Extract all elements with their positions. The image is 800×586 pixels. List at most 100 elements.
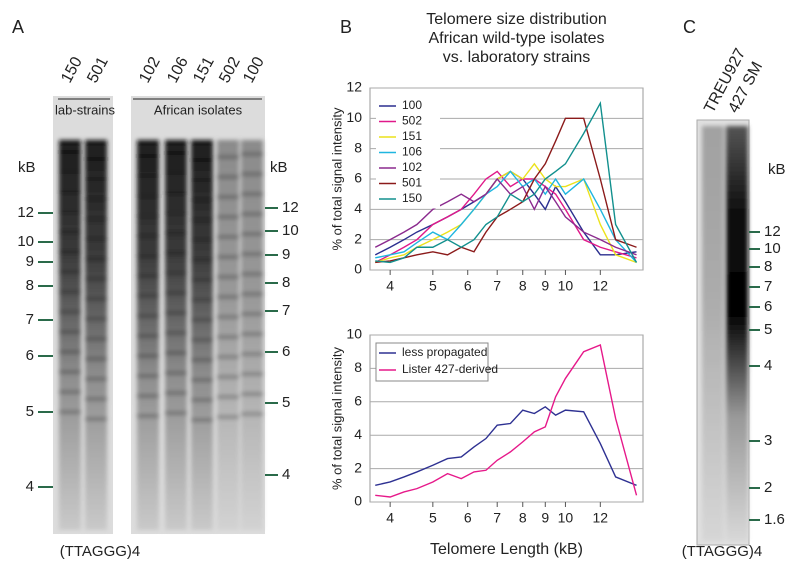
legend-label: 150 xyxy=(402,191,422,205)
gel-band xyxy=(165,351,187,355)
legend-label: Lister 427-derived xyxy=(402,362,498,376)
gel-band xyxy=(241,352,263,356)
gel-band xyxy=(59,290,81,294)
group-label: African isolates xyxy=(154,102,243,117)
gel-band xyxy=(137,314,159,318)
marker-label: 6 xyxy=(282,343,290,360)
marker-label: 10 xyxy=(764,240,781,257)
gel-band xyxy=(191,298,213,302)
gel-band xyxy=(217,215,239,219)
series-line xyxy=(375,117,637,264)
x-tick-label: 5 xyxy=(429,278,437,294)
marker-label: 7 xyxy=(282,302,290,319)
gel-band xyxy=(191,338,213,342)
gel-band xyxy=(137,414,159,418)
gel-band xyxy=(85,157,107,161)
gel-band xyxy=(59,310,81,314)
gel-band xyxy=(59,210,81,214)
gel-band xyxy=(241,392,263,396)
marker-label: 1.6 xyxy=(764,511,785,528)
gel-band xyxy=(59,330,81,334)
marker-label: 12 xyxy=(282,199,299,216)
y-tick-label: 6 xyxy=(354,393,362,409)
marker-label: 3 xyxy=(764,432,772,449)
gel-band xyxy=(59,230,81,234)
gel-band xyxy=(217,395,239,399)
x-tick-label: 12 xyxy=(593,510,609,526)
marker-label: 8 xyxy=(26,277,34,294)
marker-label: 5 xyxy=(764,321,772,338)
y-tick-label: 6 xyxy=(354,170,362,186)
marker-label: 12 xyxy=(764,223,781,240)
gel-band xyxy=(241,272,263,276)
gel-band xyxy=(85,417,107,421)
y-tick-label: 12 xyxy=(346,79,362,95)
gel-band xyxy=(165,171,187,175)
gel-band xyxy=(217,315,239,319)
x-tick-label: 4 xyxy=(386,510,394,526)
gel-band xyxy=(241,232,263,236)
gel-band xyxy=(137,374,159,378)
x-tick-label: 7 xyxy=(493,278,501,294)
unit-label: kB xyxy=(270,159,288,176)
gel-band xyxy=(85,237,107,241)
y-tick-label: 8 xyxy=(354,359,362,375)
gel-band xyxy=(217,335,239,339)
chart-title: African wild-type isolates xyxy=(428,30,604,47)
marker-label: 4 xyxy=(764,357,772,374)
gel-band xyxy=(165,191,187,195)
chart-title: vs. laboratory strains xyxy=(443,49,591,66)
marker-label: 7 xyxy=(26,311,34,328)
gel-band xyxy=(137,214,159,218)
gel-band xyxy=(217,275,239,279)
y-tick-label: 4 xyxy=(354,200,362,216)
legend-label: 106 xyxy=(402,145,422,159)
y-tick-label: 8 xyxy=(354,139,362,155)
y-tick-label: 10 xyxy=(346,109,362,125)
probe-label: (TTAGGG)4 xyxy=(60,543,141,560)
lane-label: 100 xyxy=(240,54,268,86)
gel-band xyxy=(137,334,159,338)
gel-band xyxy=(59,190,81,194)
gel-band xyxy=(59,150,81,154)
gel-band xyxy=(241,172,263,176)
series-line xyxy=(374,177,637,256)
marker-label: 5 xyxy=(282,394,290,411)
gel-band xyxy=(191,178,213,182)
y-tick-label: 2 xyxy=(354,230,362,246)
gel-lane xyxy=(702,126,724,541)
gel-band xyxy=(59,390,81,394)
gel-band xyxy=(241,412,263,416)
gel-band xyxy=(241,312,263,316)
unit-label: kB xyxy=(768,161,786,178)
gel-band xyxy=(217,255,239,259)
gel-band xyxy=(165,291,187,295)
gel-band xyxy=(165,151,187,155)
x-tick-label: 8 xyxy=(519,278,527,294)
probe-label: (TTAGGG)4 xyxy=(682,543,763,560)
panel-label: C xyxy=(683,17,696,37)
gel-band xyxy=(137,274,159,278)
gel-band xyxy=(191,158,213,162)
gel-band xyxy=(217,295,239,299)
x-tick-label: 4 xyxy=(386,278,394,294)
y-tick-label: 10 xyxy=(346,326,362,342)
series-line xyxy=(375,162,637,264)
gel-band xyxy=(241,252,263,256)
gel-band xyxy=(59,350,81,354)
gel-band xyxy=(85,177,107,181)
y-axis-label: % of total signal intensity xyxy=(329,346,344,490)
gel-band xyxy=(137,394,159,398)
marker-label: 2 xyxy=(764,479,772,496)
gel-band xyxy=(241,332,263,336)
gel-band xyxy=(165,391,187,395)
gel-band xyxy=(137,154,159,158)
gel-band xyxy=(165,331,187,335)
legend-label: less propagated xyxy=(402,345,487,359)
series-line xyxy=(375,405,637,486)
gel-band xyxy=(85,357,107,361)
gel-band xyxy=(217,175,239,179)
legend-label: 100 xyxy=(402,98,422,112)
gel-band xyxy=(85,397,107,401)
